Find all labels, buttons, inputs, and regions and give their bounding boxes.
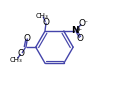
Text: O: O bbox=[42, 18, 49, 27]
Text: O: O bbox=[76, 34, 83, 43]
Text: CH₃: CH₃ bbox=[10, 57, 22, 63]
Text: ⁻: ⁻ bbox=[83, 18, 87, 27]
Text: O: O bbox=[24, 34, 30, 43]
Text: N: N bbox=[71, 27, 78, 36]
Text: O: O bbox=[78, 19, 85, 28]
Text: +: + bbox=[75, 27, 81, 32]
Text: O: O bbox=[17, 49, 24, 58]
Text: CH₃: CH₃ bbox=[35, 13, 47, 19]
